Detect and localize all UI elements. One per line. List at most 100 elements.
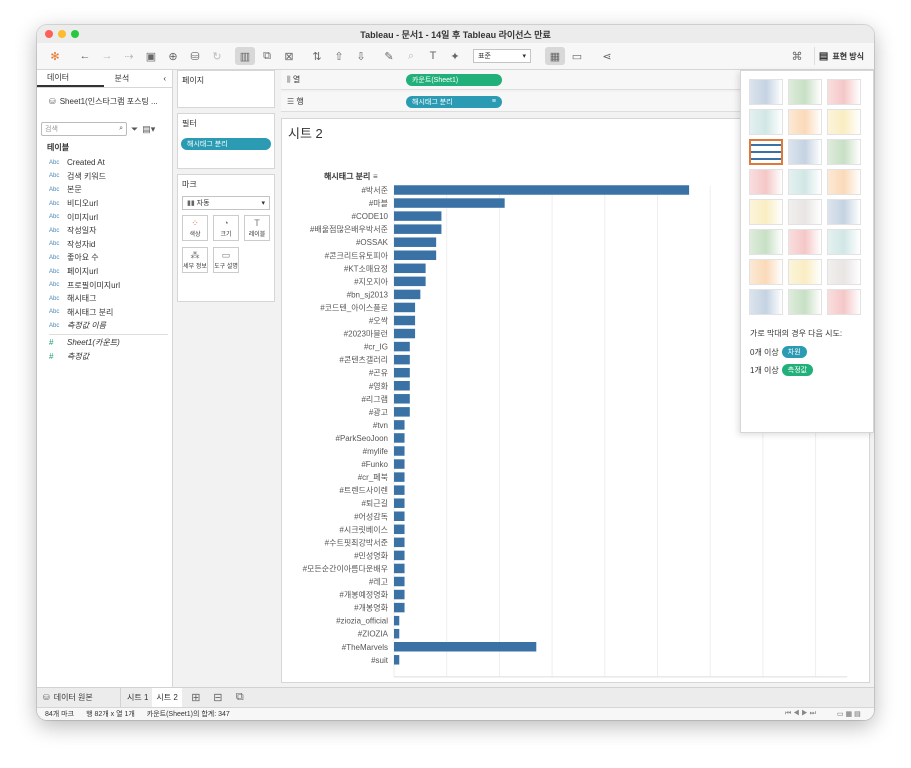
minimize-window-button[interactable]	[58, 30, 66, 38]
category-label[interactable]: #지오지아	[354, 276, 389, 286]
field-item[interactable]: Abc 페이지url	[37, 265, 172, 279]
field-item[interactable]: # Sheet1(카운트)	[37, 336, 172, 350]
category-label[interactable]: #CODE10	[352, 212, 389, 221]
field-item[interactable]: Abc Created At	[37, 156, 172, 170]
field-item[interactable]: Abc 작성일자	[37, 224, 172, 238]
new-sheet-icon[interactable]: ⊞	[191, 692, 201, 704]
rows-shelf[interactable]: ☰ 행 해시태그 분리 ≡	[281, 92, 874, 112]
chart-type-thumbnail[interactable]	[749, 139, 783, 165]
search-input[interactable]: 검색 ⌕	[41, 122, 127, 136]
presentation-icon[interactable]: ▭	[571, 50, 583, 63]
bar[interactable]	[394, 328, 416, 339]
category-label[interactable]: #suit	[371, 656, 389, 665]
columns-shelf[interactable]: ⫼ 열 카운트(Sheet1)	[281, 70, 874, 90]
datasource-icon[interactable]: ⛁	[190, 50, 200, 63]
color-button[interactable]: ⁘ 색상	[182, 215, 208, 241]
category-label[interactable]: #민성영화	[354, 550, 389, 560]
datasource-item[interactable]: ⛁ Sheet1(인스타그램 포스팅 ...	[37, 92, 172, 110]
collapse-icon[interactable]: ‹	[163, 74, 166, 83]
field-item[interactable]: Abc 이미지url	[37, 210, 172, 224]
bar[interactable]	[394, 211, 442, 221]
category-label[interactable]: #곤유	[369, 369, 388, 378]
bar[interactable]	[394, 550, 405, 561]
category-label[interactable]: #콘크리트유토피아	[325, 250, 389, 260]
category-label[interactable]: #ParkSeoJoon	[336, 434, 388, 443]
chart-type-thumbnail[interactable]	[749, 289, 783, 315]
filters-card[interactable]: 필터 해시태그 분리	[177, 113, 275, 169]
bar[interactable]	[394, 628, 400, 639]
category-label[interactable]: #레고	[369, 578, 388, 587]
tableau-logo-icon[interactable]: ✻	[50, 50, 60, 63]
show-me-button[interactable]: ▤ 표현 방식	[813, 47, 868, 65]
share-icon[interactable]: ⋖	[602, 50, 612, 63]
category-label[interactable]: #ZIOZIA	[358, 630, 389, 639]
chart-type-thumbnail[interactable]	[749, 229, 783, 255]
chart-type-thumbnail[interactable]	[788, 169, 822, 195]
page-nav-icons[interactable]: ⏮ ◀ ▶ ⏭	[785, 710, 816, 717]
category-label[interactable]: #박서준	[361, 185, 388, 195]
bar[interactable]	[394, 446, 405, 456]
redo-icon[interactable]: →	[101, 50, 113, 62]
field-item[interactable]: Abc 해시태그	[37, 292, 172, 306]
swap-icon[interactable]: ⇅	[312, 50, 322, 63]
field-item[interactable]: Abc 해시태그 분리	[37, 306, 172, 320]
category-label[interactable]: #OSSAK	[356, 238, 389, 247]
category-label[interactable]: #배울점많은배우박서준	[310, 224, 388, 234]
refresh-icon[interactable]: ↻	[212, 50, 222, 63]
category-label[interactable]: #2023마블런	[344, 329, 388, 339]
bar[interactable]	[394, 276, 426, 287]
category-label[interactable]: #개봉예정영화	[339, 590, 388, 600]
bar[interactable]	[394, 655, 400, 665]
new-story-icon[interactable]: ⧉	[235, 691, 244, 703]
field-item[interactable]: Abc 비디오url	[37, 197, 172, 211]
detail-button[interactable]: ⁂ 세부 정보	[182, 247, 208, 273]
bar[interactable]	[394, 485, 405, 495]
bar[interactable]	[394, 472, 405, 482]
category-label[interactable]: #광고	[369, 407, 388, 417]
new-worksheet-icon[interactable]: ▥	[235, 47, 255, 65]
category-label[interactable]: #수트핏최강박서준	[325, 537, 388, 547]
field-item[interactable]: # 측정값	[37, 349, 172, 363]
bar[interactable]	[394, 198, 505, 208]
category-label[interactable]: #어성감독	[354, 511, 388, 521]
rows-pill[interactable]: 해시태그 분리 ≡	[406, 95, 502, 108]
bar[interactable]	[394, 289, 421, 300]
bar[interactable]	[394, 615, 400, 626]
category-label[interactable]: #cr_페북	[358, 472, 388, 482]
field-item[interactable]: Abc 좋아요 수	[37, 251, 172, 265]
category-label[interactable]: #퇴근길	[361, 499, 388, 508]
sort-icon[interactable]: ≡	[373, 172, 378, 181]
duplicate-sheet-icon[interactable]: ⧉	[263, 49, 271, 62]
save-icon[interactable]: ▣	[145, 50, 157, 63]
chart-type-thumbnail[interactable]	[827, 259, 861, 285]
show-cards-icon[interactable]: ▦	[545, 47, 565, 65]
category-label[interactable]: #콘텐츠갤러리	[339, 355, 388, 365]
bar[interactable]	[394, 381, 410, 391]
chart-type-thumbnail[interactable]	[827, 229, 861, 255]
bar[interactable]	[394, 511, 405, 522]
bar[interactable]	[394, 315, 416, 326]
sheet-tab-1[interactable]: 시트 1	[123, 688, 152, 708]
category-label[interactable]: #TheMarvels	[342, 643, 388, 652]
tab-data[interactable]: 데이터	[37, 70, 105, 87]
chart-type-thumbnail[interactable]	[749, 169, 783, 195]
category-label[interactable]: #ziozia_official	[336, 617, 388, 626]
redo-dropdown-icon[interactable]: ⇢	[124, 50, 134, 63]
chart-type-thumbnail[interactable]	[788, 199, 822, 225]
tab-analysis[interactable]: 분석 ‹	[104, 70, 172, 87]
bar[interactable]	[394, 224, 442, 234]
category-label[interactable]: #Funko	[361, 460, 388, 469]
category-label[interactable]: #개봉영화	[354, 603, 389, 613]
bar[interactable]	[394, 537, 405, 548]
bar[interactable]	[394, 302, 416, 313]
bar[interactable]	[394, 354, 410, 365]
chart-type-thumbnail[interactable]	[827, 109, 861, 135]
field-item[interactable]: Abc 작성자id	[37, 238, 172, 252]
bar[interactable]	[394, 407, 410, 417]
category-label[interactable]: #모든순간이아름다운배우	[303, 563, 388, 573]
bar[interactable]	[394, 576, 405, 587]
chart-type-thumbnail[interactable]	[827, 199, 861, 225]
category-label[interactable]: #tvn	[373, 421, 388, 430]
category-label[interactable]: #영화	[369, 381, 389, 391]
view-options-icon[interactable]: ▤▾	[142, 123, 156, 134]
